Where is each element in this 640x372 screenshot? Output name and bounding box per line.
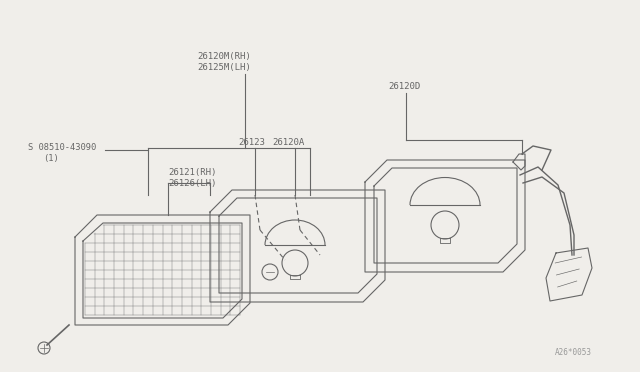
Text: 26121(RH): 26121(RH) bbox=[168, 168, 216, 177]
Text: S 08510-43090: S 08510-43090 bbox=[28, 143, 96, 152]
Text: 26120M(RH): 26120M(RH) bbox=[197, 52, 251, 61]
Text: 26125M(LH): 26125M(LH) bbox=[197, 63, 251, 72]
Text: (1): (1) bbox=[43, 154, 59, 163]
Text: 26120D: 26120D bbox=[388, 82, 420, 91]
Text: A26*0053: A26*0053 bbox=[555, 348, 592, 357]
Text: 26123: 26123 bbox=[238, 138, 265, 147]
Text: 26126(LH): 26126(LH) bbox=[168, 179, 216, 188]
Text: 26120A: 26120A bbox=[272, 138, 304, 147]
